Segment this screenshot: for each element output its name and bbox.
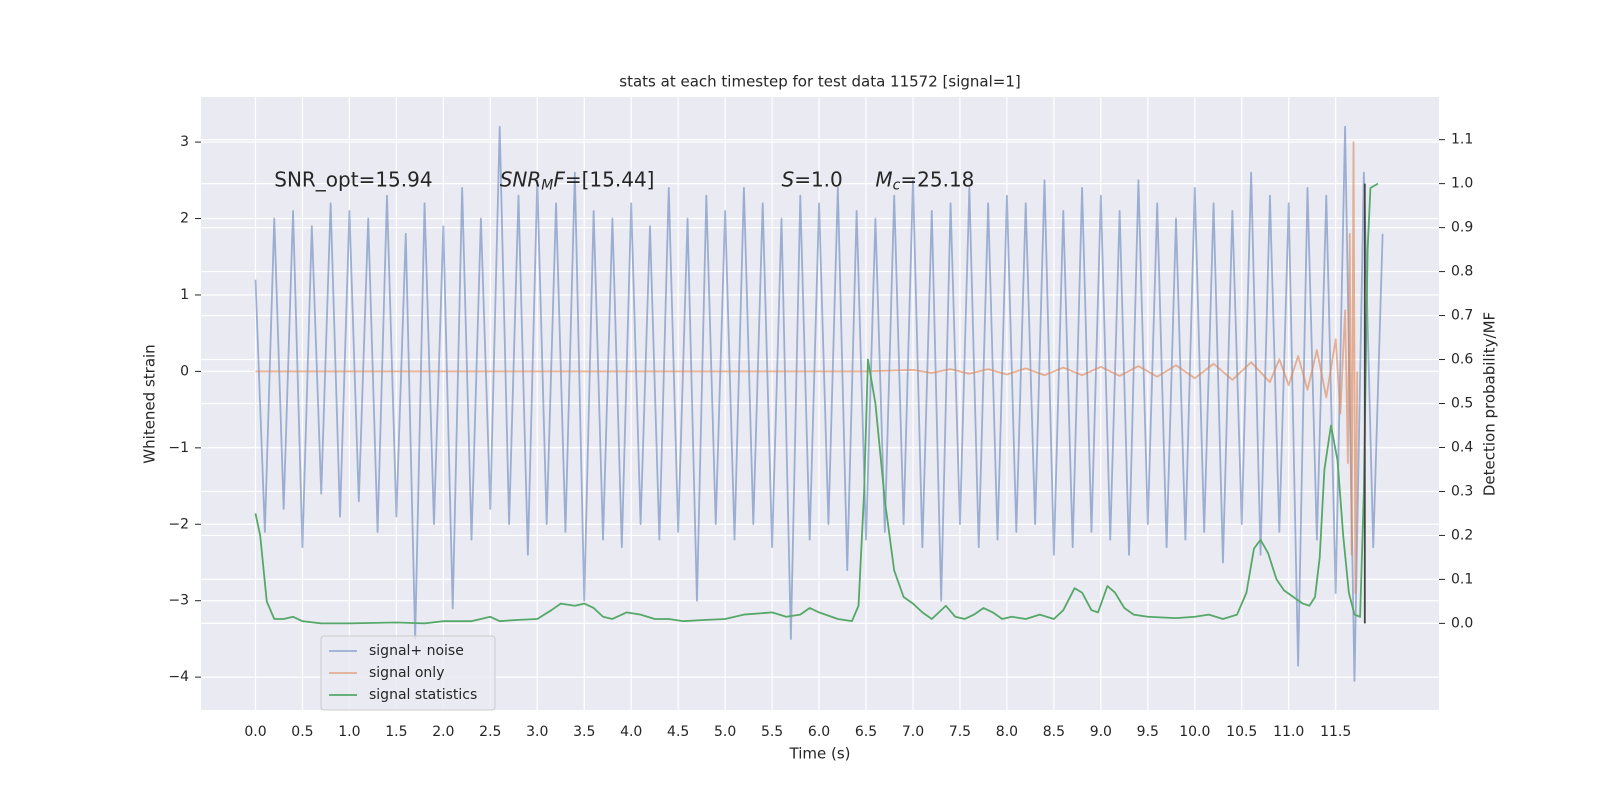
y2-tick-label: 1.0 [1451,176,1473,192]
y2-tick-label: 0.4 [1451,439,1473,455]
annotation-part: =25.18 [900,167,974,191]
annotation-part: SNR_opt=15.94 [274,167,432,191]
x-tick-label: 1.0 [338,724,360,740]
annotation-part: =1.0 [794,167,843,191]
x-tick-label: 8.0 [996,724,1018,740]
annotation: SNRMF=[15.44] [500,167,655,194]
annotation-part: M [541,177,553,193]
annotation-part: M [875,167,892,191]
x-axis-label: Time (s) [789,745,851,763]
x-tick-label: 7.0 [902,724,924,740]
y-tick-label: −4 [168,669,189,685]
x-tick-label: 3.0 [526,724,548,740]
x-tick-label: 3.5 [573,724,595,740]
x-tick-label: 11.5 [1320,724,1351,740]
x-tick-label: 10.5 [1226,724,1257,740]
annotation-part: S [781,167,794,191]
x-tick-label: 9.5 [1137,724,1159,740]
y2-axis-label: Detection probability/MF [1481,312,1499,496]
x-tick-label: 2.0 [432,724,454,740]
y-tick-label: −1 [168,440,189,456]
y-axis-label: Whitened strain [141,344,159,463]
x-tick-label: 6.5 [855,724,877,740]
annotation-part: c [893,177,901,193]
x-tick-label: 4.5 [667,724,689,740]
x-tick-label: 6.0 [808,724,830,740]
annotation-part: F [553,167,565,191]
x-tick-label: 0.0 [244,724,266,740]
y2-tick-label: 0.5 [1451,396,1473,412]
y2-tick-label: 0.7 [1451,308,1473,324]
legend-label: signal only [369,665,444,681]
x-tick-label: 5.5 [761,724,783,740]
y2-tick-label: 0.0 [1451,615,1473,631]
legend: signal+ noise signal only signal statistic… [320,635,496,711]
x-tick-label: 9.0 [1090,724,1112,740]
y-tick-label: 2 [180,211,189,227]
legend-label: signal+ noise [369,643,464,659]
x-tick-label: 7.5 [949,724,971,740]
y-tick-label: 1 [180,287,189,303]
series-line [254,182,1379,625]
y2-tick-label: 0.1 [1451,571,1473,587]
x-tick-label: 4.0 [620,724,642,740]
y2-tick-label: 0.8 [1451,264,1473,280]
chart-title: stats at each timestep for test data 115… [619,73,1020,91]
y2-tick-label: 0.2 [1451,527,1473,543]
x-tick-label: 10.0 [1179,724,1210,740]
y2-tick-label: 0.6 [1451,352,1473,368]
y2-tick-label: 1.1 [1451,132,1473,148]
legend-box [320,635,496,711]
x-tick-label: 1.5 [385,724,407,740]
x-tick-label: 0.5 [291,724,313,740]
x-tick-label: 5.0 [714,724,736,740]
y-tick-label: −3 [168,593,189,609]
y-tick-label: −2 [168,516,189,532]
series-line [255,141,1359,594]
y-tick-label: 0 [180,363,189,379]
annotation: SNR_opt=15.94 [274,167,432,191]
y2-tick-label: 0.9 [1451,220,1473,236]
x-tick-label: 11.0 [1273,724,1304,740]
y-tick-label: 3 [180,134,189,150]
x-tick-label: 8.5 [1043,724,1065,740]
annotation: Mc=25.18 [875,167,974,194]
annotation-part: =[15.44] [565,167,655,191]
x-tick-label: 2.5 [479,724,501,740]
y2-tick-label: 0.3 [1451,483,1473,499]
legend-label: signal statistics [369,687,477,703]
series-line [254,125,1384,682]
annotation: S=1.0 [781,167,842,191]
annotation-part: SNR [500,167,542,191]
